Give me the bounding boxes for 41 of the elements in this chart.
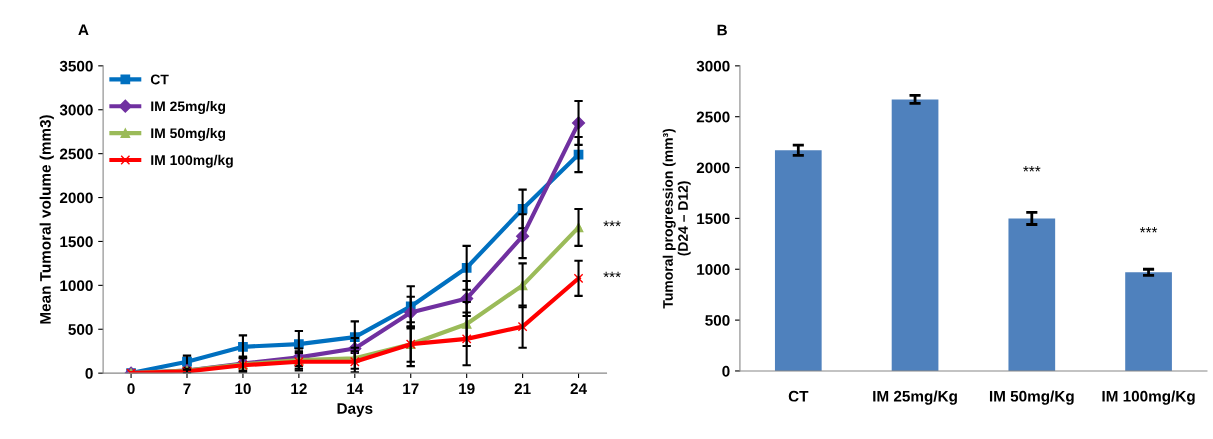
y-tick-label: 1500	[697, 213, 730, 225]
annotation: ***	[1023, 166, 1041, 172]
y-tick-label: 500	[705, 314, 730, 326]
annotation: ***	[603, 220, 621, 227]
y-tick-label: 500	[68, 324, 93, 335]
y-axis-title: Tumoral progression (mm³) (D24 – D12)	[662, 128, 691, 309]
x-axis-title: Days	[337, 403, 373, 417]
chart-title: B	[717, 24, 727, 36]
x-tick-label: 24	[570, 383, 587, 394]
legend-label: CT	[150, 74, 169, 85]
x-tick-label: 17	[403, 383, 419, 394]
legend-label: IM 50mg/kg	[151, 127, 226, 141]
legend-label: IM 25mg/kg	[151, 101, 226, 115]
y-tick-label: 2000	[696, 162, 730, 174]
annotation: ***	[1139, 227, 1158, 233]
y-tick-label: 0	[722, 365, 730, 377]
legend-label: IM 100mg/kg	[151, 154, 233, 168]
x-tick-label: 19	[459, 383, 475, 395]
x-tick-label: 7	[183, 383, 191, 394]
x-tick-label: 14	[347, 383, 364, 394]
x-tick-label: CT	[788, 390, 809, 402]
x-tick-label: 21	[514, 383, 531, 394]
y-tick-label: 3000	[696, 60, 730, 72]
y-tick-label: 0	[85, 368, 93, 379]
y-tick-label: 3500	[59, 60, 93, 72]
y-tick-label: 3000	[59, 104, 93, 116]
y-tick-label: 2500	[696, 111, 730, 123]
x-tick-label: 12	[291, 383, 307, 394]
y-tick-label: 1500	[60, 236, 93, 248]
x-tick-label: IM 100mg/Kg	[1102, 390, 1195, 405]
x-tick-label: IM 50mg/Kg	[989, 390, 1074, 405]
x-tick-label: 10	[235, 383, 251, 395]
y-tick-label: 1000	[60, 280, 93, 292]
y-tick-label: 2500	[59, 148, 93, 160]
chart-title: A	[78, 24, 89, 36]
y-axis-title: Mean Tumoral volume (mm3)	[39, 115, 54, 324]
x-tick-label: 0	[127, 383, 135, 395]
y-tick-label: 2000	[59, 192, 93, 204]
annotation: ***	[603, 271, 621, 278]
y-tick-label: 1000	[697, 264, 730, 275]
x-tick-label: IM 25mg/Kg	[873, 390, 957, 405]
